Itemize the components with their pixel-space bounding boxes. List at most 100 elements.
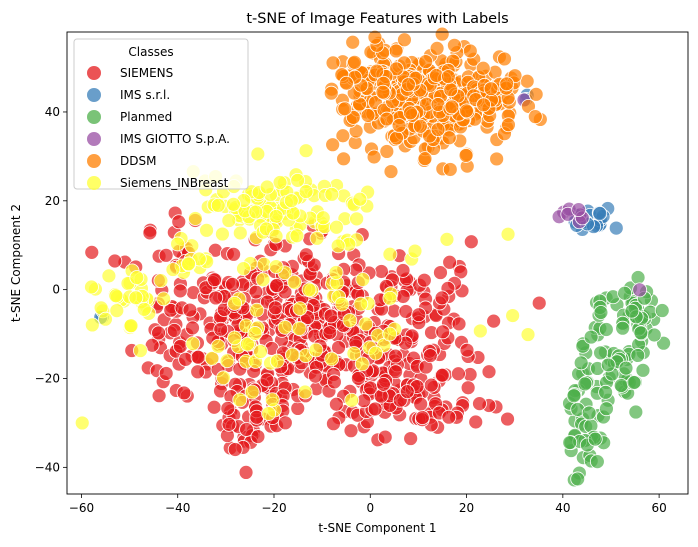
point [434, 290, 450, 306]
x-tick-label: 40 [555, 501, 570, 515]
point [599, 401, 614, 417]
point [600, 357, 616, 373]
point [389, 130, 404, 146]
point [475, 60, 491, 76]
point [210, 338, 226, 354]
point [325, 137, 341, 153]
point [353, 296, 369, 312]
point [324, 186, 340, 202]
point [375, 84, 391, 100]
point [575, 338, 591, 354]
legend-marker [87, 88, 101, 102]
point [283, 193, 299, 209]
x-axis-label: t-SNE Component 1 [318, 521, 436, 535]
point [215, 370, 231, 386]
y-tick-label: 20 [45, 194, 60, 208]
point [324, 351, 340, 367]
point [483, 81, 499, 97]
point [330, 238, 346, 254]
point [84, 279, 99, 295]
point [301, 282, 317, 298]
legend-marker [87, 176, 101, 190]
point [505, 308, 521, 323]
point [399, 384, 415, 400]
point [468, 414, 484, 430]
point [486, 313, 502, 329]
point [239, 422, 254, 437]
point [232, 392, 248, 408]
point [74, 415, 90, 431]
point [458, 148, 474, 163]
point [521, 98, 536, 114]
point [501, 117, 516, 133]
point [443, 82, 459, 98]
point [450, 366, 466, 382]
point [347, 54, 362, 70]
point [227, 442, 243, 457]
point [395, 289, 411, 304]
point [656, 335, 671, 351]
point [136, 301, 152, 317]
point [435, 324, 451, 340]
y-tick-label: 0 [52, 283, 60, 297]
point [382, 326, 398, 342]
point [624, 303, 640, 319]
point [388, 348, 403, 364]
point [199, 222, 214, 238]
point [277, 415, 293, 431]
point [298, 247, 314, 263]
point [439, 231, 455, 247]
point [646, 327, 662, 343]
point [290, 172, 306, 188]
legend: Classes SIEMENS IMS s.r.l. Planmed IMS GIOT… [73, 38, 249, 190]
point [337, 101, 353, 117]
y-tick-label: −40 [35, 460, 60, 474]
point [366, 149, 382, 165]
point [220, 400, 236, 416]
point [459, 342, 475, 358]
point [397, 32, 412, 48]
chart-title: t-SNE of Image Features with Labels [246, 11, 508, 27]
point [462, 43, 478, 59]
point [358, 316, 374, 332]
point [571, 202, 587, 218]
y-tick-label: 40 [45, 105, 60, 119]
point [345, 34, 361, 50]
point [395, 263, 411, 278]
point [297, 384, 313, 400]
point [172, 283, 188, 299]
point [133, 343, 148, 358]
point [244, 384, 260, 400]
point [416, 272, 432, 288]
point [165, 262, 181, 277]
point [264, 392, 280, 408]
point [109, 303, 125, 318]
point [98, 311, 113, 327]
point [151, 388, 167, 404]
point [367, 29, 383, 45]
point [570, 471, 586, 487]
point [411, 307, 427, 323]
point [453, 264, 469, 280]
point [528, 86, 544, 102]
point [435, 367, 450, 383]
point [247, 326, 263, 341]
legend-marker [87, 110, 101, 124]
point [250, 146, 266, 162]
point [499, 76, 515, 92]
point [497, 51, 512, 67]
point [632, 282, 648, 298]
legend-box [73, 38, 249, 190]
point [298, 184, 314, 199]
point [429, 40, 445, 56]
point [309, 230, 325, 246]
point [500, 226, 516, 242]
point [413, 396, 429, 412]
point [447, 37, 462, 53]
point [269, 278, 285, 293]
point [618, 360, 634, 376]
point [331, 340, 346, 355]
point [451, 316, 467, 332]
point [291, 321, 307, 336]
